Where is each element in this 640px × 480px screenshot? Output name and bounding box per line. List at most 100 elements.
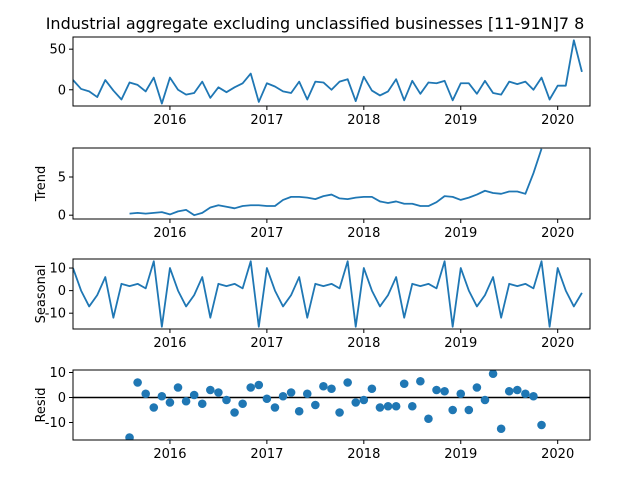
resid-point [529, 391, 538, 401]
resid-point [488, 370, 498, 379]
resid-x-tick-label: 2019 [444, 447, 477, 462]
resid-x-tick-label: 2020 [541, 447, 574, 462]
seasonal-series-line [73, 260, 583, 328]
resid-point [504, 386, 514, 396]
observed-y-tick-label: 0 [58, 83, 66, 98]
resid-y-tick-label: 0 [58, 391, 66, 406]
resid-point [440, 386, 449, 396]
resid-point [448, 405, 457, 415]
resid-plot-area [73, 370, 590, 440]
resid-point [480, 395, 490, 405]
resid-y-tick-label: 10 [49, 366, 66, 381]
figure-title: Industrial aggregate excluding unclassif… [46, 14, 585, 33]
observed-x-tick-label: 2017 [250, 113, 283, 128]
resid-point [343, 378, 352, 387]
resid-point [464, 405, 474, 415]
resid-y-tick-label: -10 [45, 416, 66, 431]
seasonal-y-tick-label: 0 [58, 284, 66, 299]
trend-x-tick-label: 2020 [541, 226, 574, 241]
resid-point [270, 403, 280, 412]
observed-x-tick-label: 2019 [444, 113, 477, 128]
trend-y-tick-label: 0 [58, 209, 66, 224]
trend-ylabel: Trend [34, 166, 49, 203]
resid-point [416, 376, 425, 386]
resid-point [456, 389, 466, 399]
panel-observed: 2016 2017 2018 2019 2020 0 50 [49, 36, 591, 128]
observed-x-tick-label: 2020 [541, 113, 574, 128]
resid-point [238, 399, 247, 409]
resid-point [165, 398, 175, 407]
seasonal-axes-frame [72, 258, 591, 330]
resid-axes-frame [72, 369, 591, 441]
seasonal-x-tick-label: 2019 [444, 336, 477, 351]
seasonal-x-tick-label: 2017 [250, 336, 283, 351]
resid-point [157, 391, 167, 401]
trend-y-tick-label: 5 [58, 171, 66, 186]
resid-point [286, 388, 296, 397]
resid-point [327, 384, 336, 394]
resid-point [278, 391, 288, 401]
resid-point [472, 383, 482, 392]
resid-point [383, 401, 393, 411]
resid-point [335, 408, 344, 417]
trend-x-tick-label: 2019 [444, 226, 477, 241]
resid-point [197, 399, 207, 409]
resid-point [407, 401, 417, 411]
resid-point [189, 390, 199, 400]
resid-point [230, 408, 239, 417]
observed-plot-area [73, 39, 583, 105]
resid-point [262, 394, 272, 404]
resid-ylabel: Resid [34, 387, 49, 422]
seasonal-ylabel: Seasonal [34, 265, 49, 324]
resid-point [173, 383, 183, 392]
observed-series-line [73, 39, 583, 105]
resid-point [206, 385, 215, 395]
resid-point [521, 389, 530, 399]
resid-point [222, 395, 231, 405]
trend-axes-frame [72, 147, 591, 220]
resid-point [359, 395, 369, 405]
trend-plot-area [129, 148, 543, 217]
resid-point [149, 403, 159, 412]
resid-x-tick-label: 2016 [153, 447, 186, 462]
resid-point [141, 389, 151, 399]
resid-point [319, 381, 328, 391]
resid-point [399, 379, 409, 389]
resid-point [133, 378, 142, 387]
resid-x-tick-label: 2017 [250, 447, 283, 462]
trend-series-line [129, 148, 543, 217]
resid-point [246, 383, 256, 392]
resid-x-tick-label: 2018 [347, 447, 380, 462]
resid-point [496, 424, 506, 434]
resid-point [351, 398, 361, 407]
resid-point [367, 384, 377, 394]
seasonal-y-tick-label: -10 [45, 307, 66, 322]
seasonal-x-tick-label: 2020 [541, 336, 574, 351]
seasonal-x-tick-label: 2018 [347, 336, 380, 351]
observed-x-tick-label: 2018 [347, 113, 380, 128]
resid-point [512, 385, 522, 395]
observed-y-tick-label: 50 [49, 43, 66, 58]
resid-point [375, 403, 385, 412]
seasonal-y-tick-label: 10 [49, 262, 66, 277]
resid-point [214, 388, 223, 397]
resid-point [294, 406, 304, 416]
seasonal-x-tick-label: 2016 [153, 336, 186, 351]
resid-point [391, 401, 401, 411]
resid-point [311, 400, 320, 410]
resid-point [424, 414, 433, 424]
seasonal-plot-area [73, 260, 583, 328]
observed-axes-frame [72, 36, 591, 107]
resid-point [432, 385, 441, 395]
trend-x-tick-label: 2018 [347, 226, 380, 241]
resid-point [254, 380, 264, 390]
resid-point [125, 433, 134, 440]
resid-point [302, 389, 312, 399]
trend-x-tick-label: 2017 [250, 226, 283, 241]
observed-x-tick-label: 2016 [153, 113, 186, 128]
panel-trend: 2016 2017 2018 2019 2020 0 5 Trend [34, 147, 591, 241]
trend-x-tick-label: 2016 [153, 226, 186, 241]
